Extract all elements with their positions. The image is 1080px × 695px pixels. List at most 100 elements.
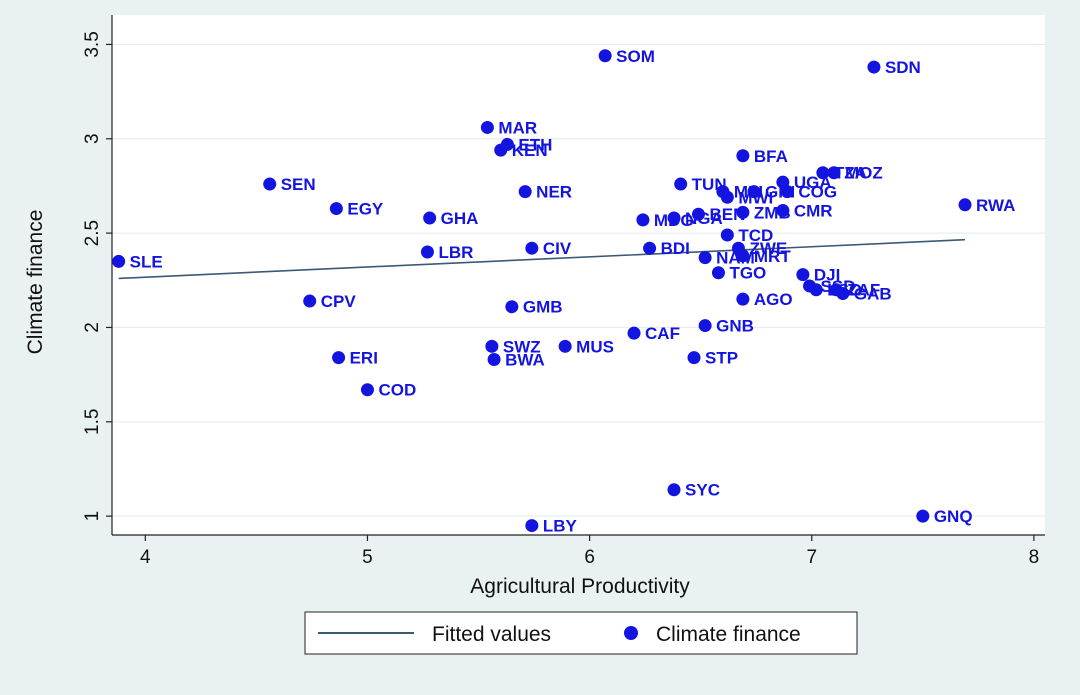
y-tick-label: 2.5: [82, 220, 103, 246]
point-label: DJI: [814, 266, 840, 285]
point-eri: ERI: [332, 349, 378, 368]
marker: [485, 339, 499, 353]
marker: [329, 202, 343, 216]
marker: [780, 185, 794, 199]
x-tick-label: 7: [806, 547, 817, 568]
point-label: CIV: [543, 239, 572, 258]
point-sdn: SDN: [867, 58, 921, 77]
marker: [836, 286, 850, 300]
marker: [643, 241, 657, 255]
point-label: TZA: [834, 164, 867, 183]
point-mus: MUS: [558, 337, 614, 356]
marker: [711, 266, 725, 280]
marker: [558, 339, 572, 353]
fitted-line-group: [118, 238, 966, 280]
marker: [627, 326, 641, 340]
point-label: BWA: [505, 351, 545, 370]
point-egy: EGY: [329, 200, 384, 219]
point-label: SLE: [130, 252, 163, 271]
marker: [691, 207, 705, 221]
marker: [958, 198, 972, 212]
point-dji: DJI: [796, 266, 840, 285]
point-label: LBY: [543, 517, 578, 536]
marker: [360, 383, 374, 397]
y-tick-label: 3.5: [82, 31, 103, 57]
x-tick-label: 8: [1029, 547, 1040, 568]
point-label: EGY: [347, 200, 384, 219]
point-gnq: GNQ: [916, 507, 973, 526]
x-tick-label: 4: [140, 547, 151, 568]
point-syc: SYC: [667, 481, 720, 500]
point-label: MOZ: [845, 164, 883, 183]
point-sen: SEN: [263, 175, 316, 194]
point-label: STP: [705, 349, 738, 368]
point-som: SOM: [598, 47, 655, 66]
marker: [736, 249, 750, 263]
point-label: CMR: [794, 201, 833, 220]
point-mrt: MRT: [736, 247, 791, 266]
marker: [505, 300, 519, 314]
marker: [636, 213, 650, 227]
point-label: COG: [798, 183, 837, 202]
marker: [698, 251, 712, 265]
point-gha: GHA: [423, 209, 478, 228]
x-tick-label: 6: [584, 547, 595, 568]
marker: [263, 177, 277, 191]
point-caf: CAF: [627, 324, 680, 343]
point-label: LBR: [438, 243, 473, 262]
point-gab: GAB: [836, 284, 892, 303]
marker: [736, 292, 750, 306]
point-label: BEN: [709, 205, 745, 224]
point-gnb: GNB: [698, 317, 754, 336]
axes: [106, 15, 1045, 541]
point-ner: NER: [518, 183, 572, 202]
marker: [916, 509, 930, 523]
point-label: MUS: [576, 337, 614, 356]
point-stp: STP: [687, 349, 738, 368]
point-label: CPV: [321, 292, 357, 311]
point-label: BDI: [661, 239, 690, 258]
legend: Fitted values Climate finance: [304, 611, 858, 655]
point-label: CAF: [645, 324, 680, 343]
marker: [720, 190, 734, 204]
point-label: ZWE: [749, 239, 787, 258]
plot-area: [112, 15, 1045, 535]
x-tick-label: 5: [362, 547, 373, 568]
point-gmb: GMB: [505, 298, 563, 317]
marker: [720, 228, 734, 242]
marker: [736, 149, 750, 163]
point-cpv: CPV: [303, 292, 356, 311]
point-label: GNB: [716, 317, 754, 336]
marker: [518, 185, 532, 199]
point-cod: COD: [360, 381, 416, 400]
y-axis-title: Climate finance: [24, 210, 47, 355]
marker: [776, 203, 790, 217]
point-label: BFA: [754, 147, 788, 166]
y-tick-label: 1.5: [82, 409, 103, 435]
marker: [796, 268, 810, 282]
point-sle: SLE: [112, 252, 163, 271]
point-civ: CIV: [525, 239, 572, 258]
marker: [867, 60, 881, 74]
marker: [598, 49, 612, 63]
point-cog: COG: [780, 183, 837, 202]
marker: [423, 211, 437, 225]
marker: [420, 245, 434, 259]
marker: [747, 185, 761, 199]
marker: [303, 294, 317, 308]
marker: [698, 319, 712, 333]
grid-lines: [112, 43, 1045, 517]
point-tgo: TGO: [711, 264, 766, 283]
point-label: TGO: [729, 264, 766, 283]
point-label: ETH: [518, 135, 552, 154]
point-label: ZAF: [847, 281, 880, 300]
legend-fitted-values: Fitted values: [432, 623, 551, 646]
point-ben: BEN: [691, 205, 745, 224]
point-rwa: RWA: [958, 196, 1015, 215]
point-cmr: CMR: [776, 201, 833, 220]
x-axis-title: Agricultural Productivity: [470, 575, 690, 598]
fitted-line: [118, 238, 966, 280]
point-label: KEN: [512, 141, 548, 160]
marker: [525, 519, 539, 533]
point-label: COD: [378, 381, 416, 400]
